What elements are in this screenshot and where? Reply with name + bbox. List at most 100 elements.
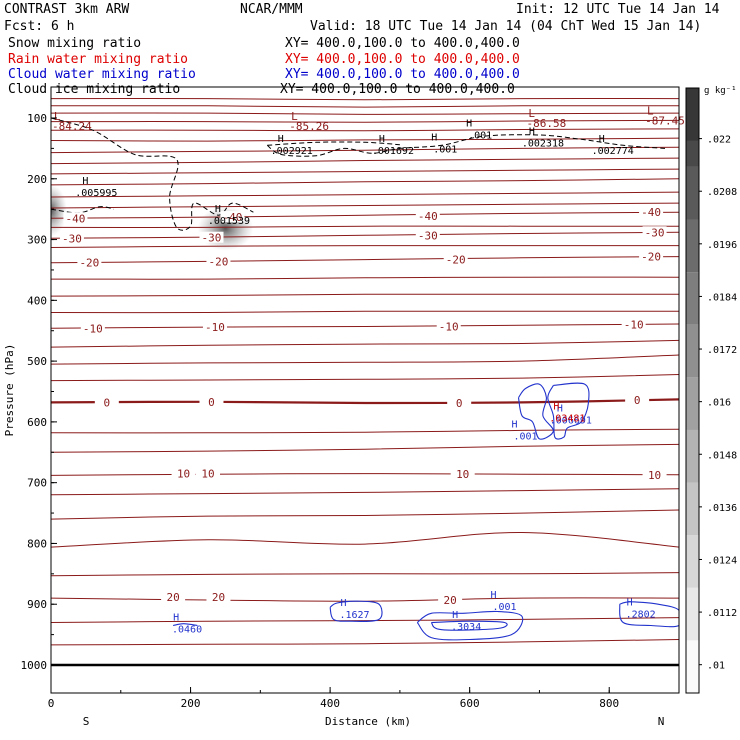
isotherm-label: -40 [641,206,661,219]
colorbar-tick-label: .0124 [707,555,737,566]
colorbar: .01 .0112 .0124 .0136 .0148 .016 .0172 .0184 .01… [685,87,737,694]
x-axis-label: Distance (km) [325,715,411,728]
x-tick-label: 0 [48,697,55,710]
isotherm-label-bg [639,206,664,218]
min-temp-label: -84.24 [52,120,92,133]
field-xy-snow: XY= 400.0,100.0 to 400.0,400.0 [285,36,520,51]
maximum-value-label: .2802 [626,609,656,620]
colorbar-swatch [686,272,699,325]
high-marker: H [215,204,221,215]
isotherm-label-bg [202,321,227,333]
high-marker: H [431,132,437,143]
isotherm-label: -30 [645,226,665,239]
isotherm-line [51,105,679,108]
min-temp-label: -85.26 [289,120,329,133]
x-tick-label: 200 [181,697,201,710]
x-axis-ticks: 0 200 400 600 800 [48,687,680,710]
isotherm-label: -20 [641,251,661,264]
plot-frame [50,86,680,694]
isotherm-label-bg [94,396,119,408]
isotherm-label: 0 [634,394,641,407]
colorbar-swatch [686,324,699,378]
maximum-value-label: .001 [513,431,537,442]
isotherm-line [51,354,679,365]
maximum-value-label: .006691 [550,415,592,426]
low-marker: L [54,110,61,123]
high-marker: H [82,176,88,187]
isotherm-label-bg [447,397,472,409]
isotherm-label: 10 [177,468,190,481]
colorbar-swatch [686,166,699,220]
isotherm-label-bg [415,209,440,221]
maximum-value-label: .001692 [372,146,414,157]
field-xy-cloud-water: XY= 400.0,100.0 to 400.0,400.0 [285,67,520,82]
maximum-value-label: .0460 [172,625,202,636]
colorbar-tick-label: .0172 [707,345,737,356]
isotherm-label: 10 [201,468,214,481]
high-marker: H [557,403,563,414]
field-name-snow: Snow mixing ratio [8,36,141,51]
maximum-value-label: .002921 [271,146,313,157]
maximum-value-label: .001 [493,602,517,613]
isotherm-label: 20 [444,594,457,607]
end-label-north: N [658,715,665,728]
low-marker: L [528,107,535,120]
isotherm-label-bg [621,318,646,330]
low-marker: L [647,104,654,117]
cloud-water-contour [329,600,383,622]
high-marker: H [599,134,605,145]
isotherm-line [51,488,679,496]
isotherm-line [51,398,679,405]
maximum-value-label: .03481 [549,414,585,425]
colorbar-tick-label: .0196 [707,240,737,251]
isotherm-label-bg [199,231,224,243]
min-temp-label: -87.45 [645,114,685,127]
high-marker: H [341,598,347,609]
isotherm-label-bg [77,256,102,268]
end-label-south: S [83,715,90,728]
colorbar-tick-label: .0184 [707,292,737,303]
maximum-value-label: .1627 [339,610,369,621]
isotherm-label: -40 [65,212,85,225]
y-tick-label: 100 [27,112,47,125]
colorbar-swatch [686,587,699,641]
mixing-ratio-contours-layer [51,117,679,641]
colorbar-tick-label: .0112 [707,608,737,619]
temperature-isotherms-layer [51,97,679,667]
isotherm-label-bg [206,255,231,267]
maximum-value-label: .002774 [592,146,634,157]
x-tick-label: 400 [320,697,340,710]
high-marker: H [529,126,535,137]
cloud-water-contour [619,601,679,628]
isotherm-label-bg [436,320,461,332]
y-tick-label: 1000 [21,659,48,672]
isotherm-label-bg [171,467,196,479]
isotherm-label: -30 [202,232,222,245]
high-marker: H [379,134,385,145]
high-marker: H [452,610,458,621]
low-marker: L [291,110,298,123]
colorbar-swatch [686,377,699,430]
isotherm-line [51,202,679,209]
isotherm-label-bg [161,590,186,602]
colorbar-frame [685,87,700,694]
isotherm-label: -40 [418,210,438,223]
isotherm-label-bg [642,468,667,480]
isotherm-label: -30 [418,229,438,242]
isotherm-label-bg [639,250,664,262]
isotherm-line [51,339,679,348]
isotherm-label: 10 [648,469,661,482]
isotherm-line [51,112,679,115]
isotherm-line [51,374,679,382]
colorbar-tick-label: .0208 [707,187,737,198]
isotherm-label: 0 [456,397,463,410]
maximum-value-label: .001539 [208,216,250,227]
high-marker: H [511,419,517,430]
isotherm-label-bg [220,211,245,223]
isotherm-label: -30 [62,232,82,245]
isotherm-line [51,231,679,239]
y-axis-label: Pressure (hPa) [3,344,16,437]
colorbar-unit: g kg⁻¹ [704,86,737,96]
isotherm-label: 20 [212,591,225,604]
